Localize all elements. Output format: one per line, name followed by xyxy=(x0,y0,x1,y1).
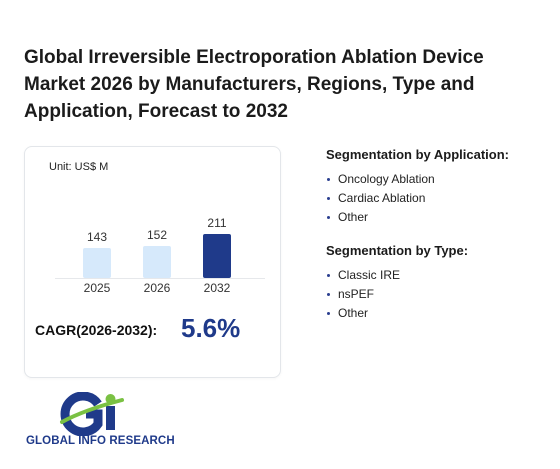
segmentation-type-title: Segmentation by Type: xyxy=(326,243,469,258)
bar-value-label: 152 xyxy=(146,228,168,243)
logo-text: GLOBAL INFO RESEARCH xyxy=(26,435,175,447)
company-logo: GLOBAL INFO RESEARCH xyxy=(26,391,191,452)
bar-2032 xyxy=(203,234,231,278)
type-item: nsPEF xyxy=(326,285,468,304)
bar-2025 xyxy=(83,248,111,278)
cagr-value: 5.6% xyxy=(181,313,241,343)
segmentation-type: Segmentation by Type: Classic IRE nsPEF … xyxy=(326,243,468,323)
chart-card: Unit: US$ M 143 2025 152 2026 211 2032 CAGR(2… xyxy=(24,146,281,378)
segmentation-application-title: Segmentation by Application: xyxy=(326,147,509,162)
type-item: Other xyxy=(326,304,468,323)
page-title: Global Irreversible Electroporation Abla… xyxy=(24,47,484,122)
application-item: Other xyxy=(326,208,509,227)
bar-value-label: 211 xyxy=(207,216,227,230)
type-item: Classic IRE xyxy=(326,266,468,285)
category-label: 2026 xyxy=(143,281,171,295)
unit-label: Unit: US$ M xyxy=(49,161,109,173)
segmentation-application: Segmentation by Application: Oncology Ab… xyxy=(326,147,509,227)
gi-logo-icon xyxy=(60,391,124,437)
application-item: Cardiac Ablation xyxy=(326,189,509,208)
application-item: Oncology Ablation xyxy=(326,170,509,189)
bar-2026 xyxy=(143,246,171,278)
category-label: 2032 xyxy=(203,281,231,295)
cagr-label: CAGR(2026-2032): xyxy=(35,322,158,338)
chart-baseline xyxy=(55,278,265,279)
category-label: 2025 xyxy=(83,281,111,295)
bar-value-label: 143 xyxy=(86,230,108,245)
